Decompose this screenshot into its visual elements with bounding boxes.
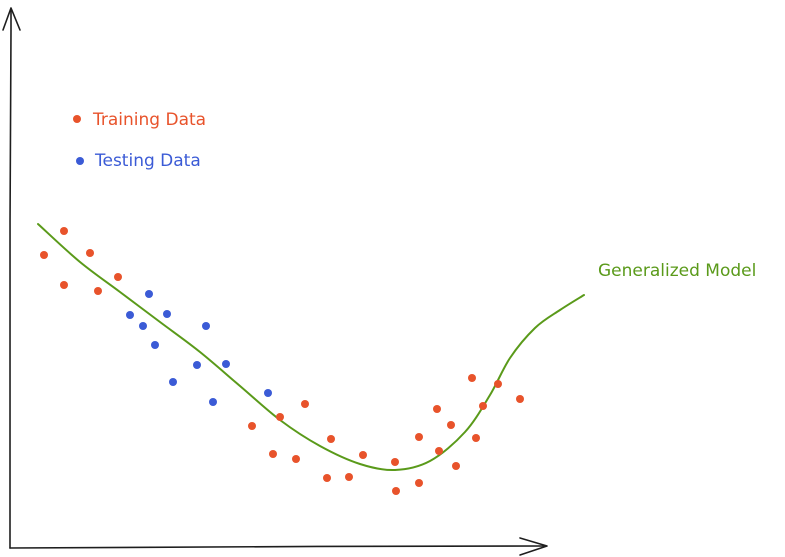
y-axis — [8, 9, 12, 549]
y-axis-arrowhead — [2, 7, 21, 31]
legend-testing-label: Testing Data — [94, 151, 201, 171]
training-point-28 — [516, 395, 524, 403]
training-point-21 — [435, 447, 443, 455]
testing-point-11 — [264, 389, 272, 397]
training-data-points — [40, 227, 524, 495]
training-point-26 — [479, 402, 487, 410]
training-point-11 — [301, 400, 309, 408]
training-point-6 — [114, 273, 122, 281]
testing-point-8 — [202, 322, 210, 330]
x-axis-arrowhead — [519, 537, 548, 556]
testing-data-points — [126, 290, 272, 406]
legend-testing-marker — [76, 157, 84, 165]
testing-point-5 — [163, 310, 171, 318]
generalized-model-curve — [37, 223, 585, 472]
testing-point-1 — [126, 311, 134, 319]
testing-point-4 — [151, 341, 159, 349]
training-point-1 — [40, 251, 48, 259]
legend-training-label: Training Data — [92, 110, 206, 130]
testing-point-9 — [209, 398, 217, 406]
training-point-5 — [94, 287, 102, 295]
training-point-17 — [392, 487, 400, 495]
training-point-15 — [359, 451, 367, 459]
training-point-12 — [323, 474, 331, 482]
legend: Training Data Testing Data — [73, 110, 206, 171]
testing-point-10 — [222, 360, 230, 368]
training-point-3 — [60, 281, 68, 289]
x-axis — [9, 545, 547, 549]
testing-point-6 — [169, 378, 177, 386]
training-point-14 — [345, 473, 353, 481]
testing-point-2 — [139, 322, 147, 330]
training-point-25 — [472, 434, 480, 442]
axes — [2, 7, 548, 556]
training-point-22 — [447, 421, 455, 429]
training-point-20 — [433, 405, 441, 413]
training-point-8 — [269, 450, 277, 458]
training-point-7 — [248, 422, 256, 430]
training-point-4 — [86, 249, 94, 257]
training-point-9 — [276, 413, 284, 421]
testing-point-7 — [193, 361, 201, 369]
training-point-10 — [292, 455, 300, 463]
training-point-2 — [60, 227, 68, 235]
generalized-model-label: Generalized Model — [598, 261, 756, 281]
training-point-24 — [468, 374, 476, 382]
training-point-19 — [415, 433, 423, 441]
testing-point-3 — [145, 290, 153, 298]
training-point-23 — [452, 462, 460, 470]
training-point-16 — [391, 458, 399, 466]
legend-training-marker — [73, 115, 81, 123]
training-point-27 — [494, 380, 502, 388]
training-point-13 — [327, 435, 335, 443]
training-point-18 — [415, 479, 423, 487]
